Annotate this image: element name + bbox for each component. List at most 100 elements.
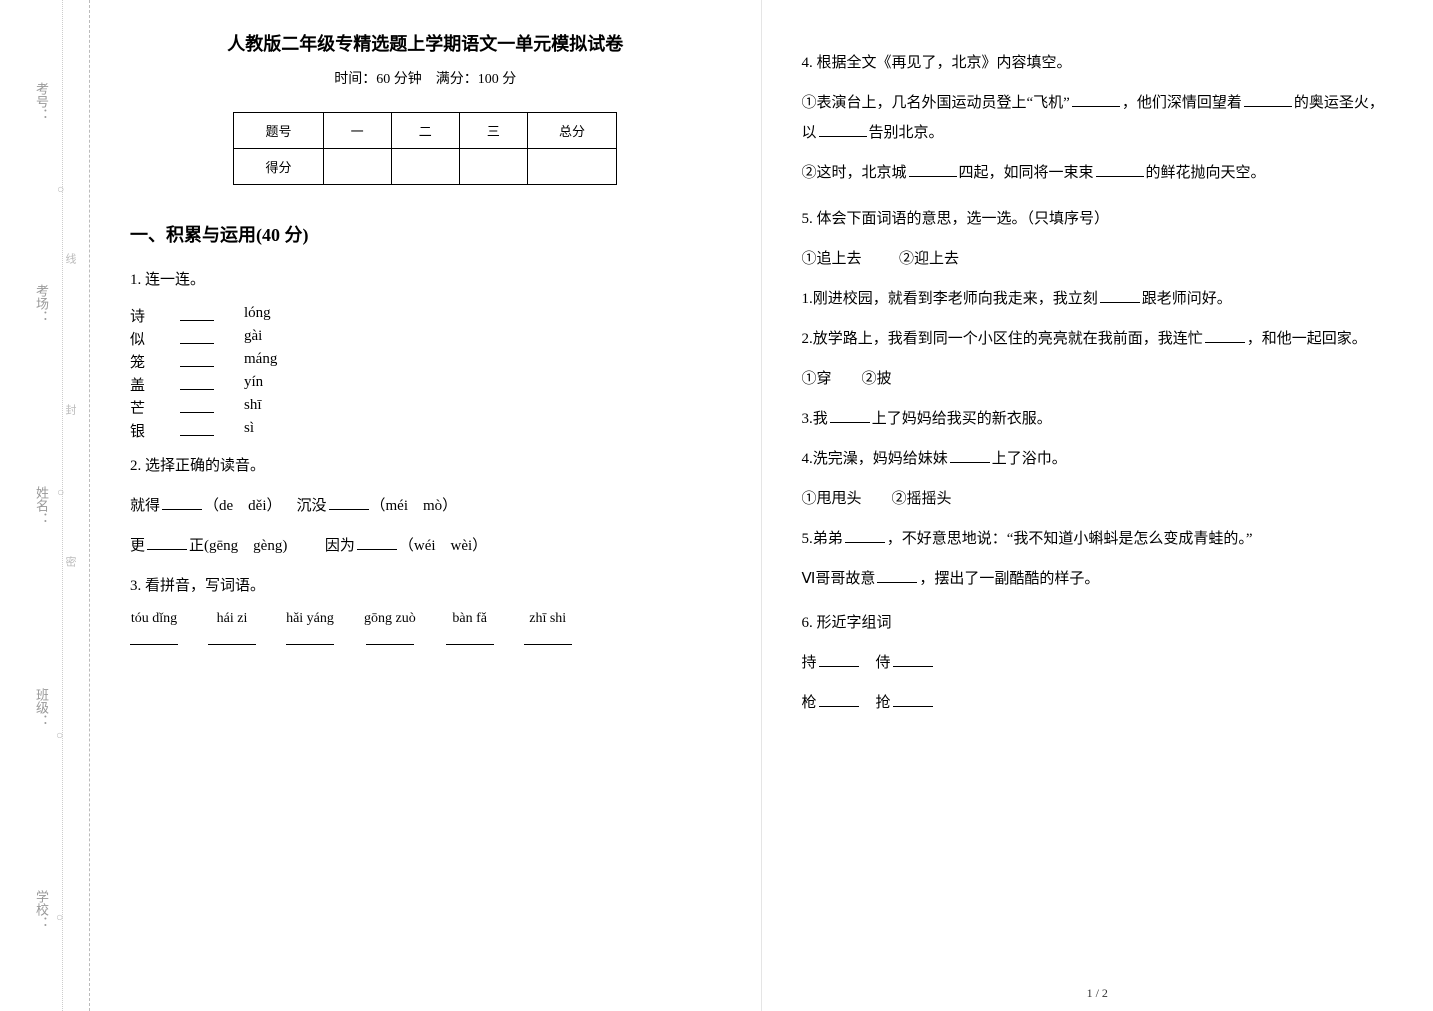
q1-hz-1: 似 (130, 328, 150, 349)
q5-optA: ①追上去 (802, 251, 862, 267)
score-head-2: 二 (391, 113, 459, 149)
binding-label-class: 班级： (32, 688, 51, 727)
q2-i2-pre: 更 (130, 538, 145, 554)
q1-hz-4: 芒 (130, 397, 150, 418)
q2-i0-blank (162, 494, 202, 510)
q5-i6-a: Ⅵ哥哥故意 (802, 571, 876, 587)
q5-i3-b: 上了妈妈给我买的新衣服。 (872, 411, 1052, 427)
q2-i2-blank (147, 534, 187, 550)
score-head-3: 三 (459, 113, 527, 149)
q2-i1-opts: （méi mò） (371, 498, 458, 514)
q4-b5 (1096, 161, 1144, 177)
q3-blank-1 (208, 631, 256, 645)
q5-i5-a: 5.弟弟 (802, 531, 843, 547)
q4-line2: ②这时，北京城 四起，如同将一束束 的鲜花抛向天空。 (802, 158, 1394, 188)
q5-i5-b: ，不好意思地说：“我不知道小蝌蚪是怎么变成青蛙的。” (887, 531, 1253, 547)
q1-blank-0 (180, 305, 214, 321)
q3-py-5: zhī shi (529, 611, 566, 627)
q3-pinyin-row: tóu dǐng hái zi hǎi yáng gōng zuò bàn fǎ… (130, 611, 721, 645)
section-1-title: 一、积累与运用(40 分) (130, 221, 721, 247)
q6-p0-b: 侍 (876, 655, 891, 671)
q1-stem: 1. 连一连。 (130, 265, 721, 295)
q5-i5: 5.弟弟 ，不好意思地说：“我不知道小蝌蚪是怎么变成青蛙的。” (802, 524, 1394, 554)
q4-l2a: ②这时，北京城 (802, 165, 907, 181)
q5-i2-b: ，和他一起回家。 (1247, 331, 1367, 347)
q5-i2-blank (1205, 327, 1245, 343)
pages: 人教版二年级专精选题上学期语文一单元模拟试卷 时间：60 分钟 满分：100 分… (90, 0, 1433, 1011)
q1-hz-0: 诗 (130, 305, 150, 326)
q1-py-0: lóng (244, 305, 271, 326)
q4-b4 (909, 161, 957, 177)
q4-line1: ①表演台上，几名外国运动员登上“飞机”，他们深情回望着的奥运圣火，以告别北京。 (802, 88, 1394, 148)
q1-blank-5 (180, 420, 214, 436)
binding-margin: 学校： 班级： 姓名： 考场： 考号： ○ ○ 密 封 线 (0, 0, 90, 1011)
q3-blank-4 (446, 631, 494, 645)
page-number: 1 / 2 (1087, 986, 1108, 1001)
score-value-row: 得分 (234, 149, 617, 185)
q4-stem: 4. 根据全文《再见了，北京》内容填空。 (802, 48, 1394, 78)
q1-blank-4 (180, 397, 214, 413)
q5-i1-blank (1100, 287, 1140, 303)
score-table: 题号 一 二 三 总分 得分 (233, 112, 617, 185)
paper-title: 人教版二年级专精选题上学期语文一单元模拟试卷 (130, 30, 721, 56)
q2-i0-pre: 就得 (130, 498, 160, 514)
q1-blank-2 (180, 351, 214, 367)
score-cell-total (527, 149, 616, 185)
q5-i2-a: 2.放学路上，我看到同一个小区住的亮亮就在我前面，我连忙 (802, 331, 1203, 347)
page-left: 人教版二年级专精选题上学期语文一单元模拟试卷 时间：60 分钟 满分：100 分… (90, 0, 762, 1011)
q1-hz-2: 笼 (130, 351, 150, 372)
q5-i3-blank (830, 407, 870, 423)
q5-i1: 1.刚进校园，就看到李老师向我走来，我立刻跟老师问好。 (802, 284, 1394, 314)
q5-i3-a: 3.我 (802, 411, 828, 427)
q4-l2b: 四起，如同将一束束 (959, 165, 1094, 181)
q2-i1-pre: 沉没 (297, 498, 327, 514)
q3-py-2: hǎi yáng (286, 611, 334, 627)
score-head-row: 题号 一 二 三 总分 (234, 113, 617, 149)
q2-i2-opts: (gēng gèng) (204, 538, 287, 554)
q2-i0-opts: （de děi） (204, 498, 281, 514)
q4-l2c: 的鲜花抛向天空。 (1146, 165, 1266, 181)
binding-seal-text-2: 封 (62, 404, 78, 419)
q4-b2 (1244, 91, 1292, 107)
q5-i5-blank (845, 527, 885, 543)
q1-py-1: gài (244, 328, 262, 349)
q6-p1-a: 枪 (802, 695, 817, 711)
binding-labels: 学校： 班级： 姓名： 考场： 考号： (32, 0, 51, 1011)
q4-b1 (1072, 91, 1120, 107)
q5-i1-b: 跟老师问好。 (1142, 291, 1232, 307)
q2-i2-post: 正 (189, 538, 204, 554)
q1-blank-3 (180, 374, 214, 390)
q2-row1: 就得 （de děi） 沉没 （méi mò） (130, 491, 721, 521)
paper-subtitle: 时间：60 分钟 满分：100 分 (130, 68, 721, 88)
q6-p1-b: 抢 (876, 695, 891, 711)
q1-py-2: máng (244, 351, 277, 372)
q5-i6: Ⅵ哥哥故意，摆出了一副酷酷的样子。 (802, 564, 1394, 594)
q1-body: 诗lóng 似gài 笼máng 盖yín 芒shī 银sì (130, 305, 721, 441)
q1-blank-1 (180, 328, 214, 344)
q5-i3: 3.我 上了妈妈给我买的新衣服。 (802, 404, 1394, 434)
q3-blank-0 (130, 631, 178, 645)
q3-blank-2 (286, 631, 334, 645)
q5-optE: ①甩甩头 (802, 491, 862, 507)
q4-b3 (819, 121, 867, 137)
q5-optB: ②迎上去 (899, 251, 959, 267)
q2-row2: 更正(gēng gèng) 因为（wéi wèi） (130, 531, 721, 561)
score-head-4: 总分 (527, 113, 616, 149)
q5-opts-cd: ①穿 ②披 (802, 364, 1394, 394)
q1-py-5: sì (244, 420, 254, 441)
q3-blank-3 (366, 631, 414, 645)
score-cell-2 (391, 149, 459, 185)
q6-p1-a-blank (819, 691, 859, 707)
q2-i3-pre: 因为 (325, 538, 355, 554)
q5-i4-blank (950, 447, 990, 463)
q3-py-1: hái zi (217, 611, 248, 627)
score-head-0: 题号 (234, 113, 323, 149)
q6-p0-b-blank (893, 651, 933, 667)
q4-l1a: ①表演台上，几名外国运动员登上“飞机” (802, 95, 1070, 111)
binding-seal-text-3: 线 (62, 253, 78, 268)
q2-i3-blank (357, 534, 397, 550)
q6-p1-b-blank (893, 691, 933, 707)
binding-seal-text-1: 密 (62, 556, 78, 571)
q5-optD: ②披 (862, 371, 892, 387)
q6-p0-a: 持 (802, 655, 817, 671)
